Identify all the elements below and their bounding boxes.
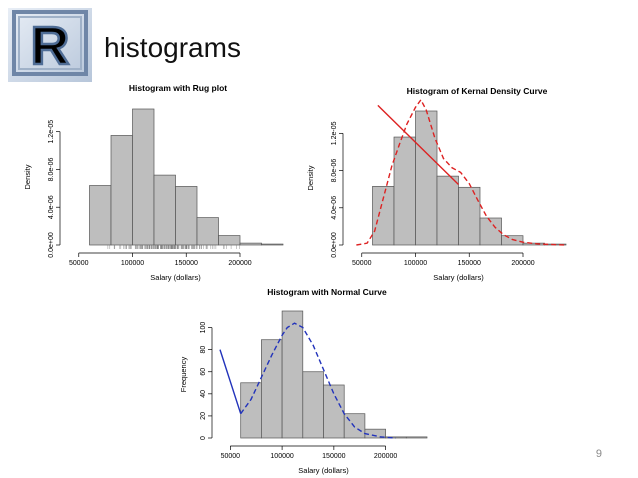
y-tick-label: 100 [200, 322, 207, 334]
x-tick-label: 200000 [228, 260, 251, 267]
y-tick-label: 60 [200, 368, 207, 376]
dashed-curve [356, 98, 567, 246]
x-tick-label: 50000 [352, 260, 372, 267]
histogram-bar [218, 235, 241, 246]
histogram-bar [323, 384, 345, 439]
histogram-bar [458, 186, 481, 246]
x-tick-label: 150000 [458, 260, 481, 267]
y-tick-label: 40 [200, 390, 207, 398]
r-logo-icon: R [8, 8, 92, 82]
y-tick-label: 1.2e-05 [48, 120, 55, 144]
x-tick-label: 100000 [404, 260, 427, 267]
x-axis-label: Salary (dollars) [298, 466, 349, 475]
y-tick-label: 4.0e-06 [331, 196, 338, 220]
y-tick-label: 4.0e-06 [48, 195, 55, 219]
y-tick-label: 0.0e+00 [331, 232, 338, 258]
histogram-bar [281, 310, 304, 439]
x-axis-label: Salary (dollars) [150, 273, 201, 282]
y-tick-label: 0.0e+00 [48, 232, 55, 258]
y-tick-label: 8.0e-06 [48, 157, 55, 181]
y-tick-label: 1.2e-05 [331, 121, 338, 145]
solid-line [377, 104, 459, 186]
solid-line [219, 349, 242, 414]
x-tick-label: 50000 [221, 453, 241, 460]
y-axis-label: Density [23, 164, 32, 189]
y-tick-label: 0 [200, 436, 207, 440]
histogram-bar [405, 436, 428, 439]
y-tick-label: 20 [200, 412, 207, 420]
y-tick-label: 80 [200, 346, 207, 354]
y-axis-label: Density [306, 165, 315, 190]
chart-title: Histogram of Kernal Density Curve [407, 86, 548, 96]
x-tick-label: 150000 [175, 260, 198, 267]
svg-text:R: R [31, 16, 70, 76]
y-tick-label: 8.0e-06 [331, 159, 338, 183]
x-tick-label: 100000 [121, 260, 144, 267]
histogram-kernel-density-chart: Histogram of Kernal Density Curve 50000 10… [306, 86, 567, 282]
chart-title: Histogram with Normal Curve [267, 287, 387, 297]
histogram-bar [501, 235, 524, 246]
y-axis-label: Frequency [179, 357, 188, 393]
histogram-bar [479, 217, 502, 246]
x-axis-label: Salary (dollars) [433, 273, 484, 282]
histogram-rug-chart: Histogram with Rug plot 50000 100000 150000… [23, 83, 284, 282]
slide-title: histograms [104, 32, 241, 63]
dashed-curve [240, 322, 396, 439]
histogram-bar [261, 243, 284, 246]
x-tick-label: 100000 [270, 453, 293, 460]
x-tick-label: 200000 [374, 453, 397, 460]
x-tick-label: 50000 [69, 260, 89, 267]
chart-title: Histogram with Rug plot [129, 83, 227, 93]
x-tick-label: 200000 [511, 260, 534, 267]
page-number: 9 [595, 448, 602, 460]
histogram-bar [302, 371, 324, 439]
x-tick-label: 150000 [322, 453, 345, 460]
